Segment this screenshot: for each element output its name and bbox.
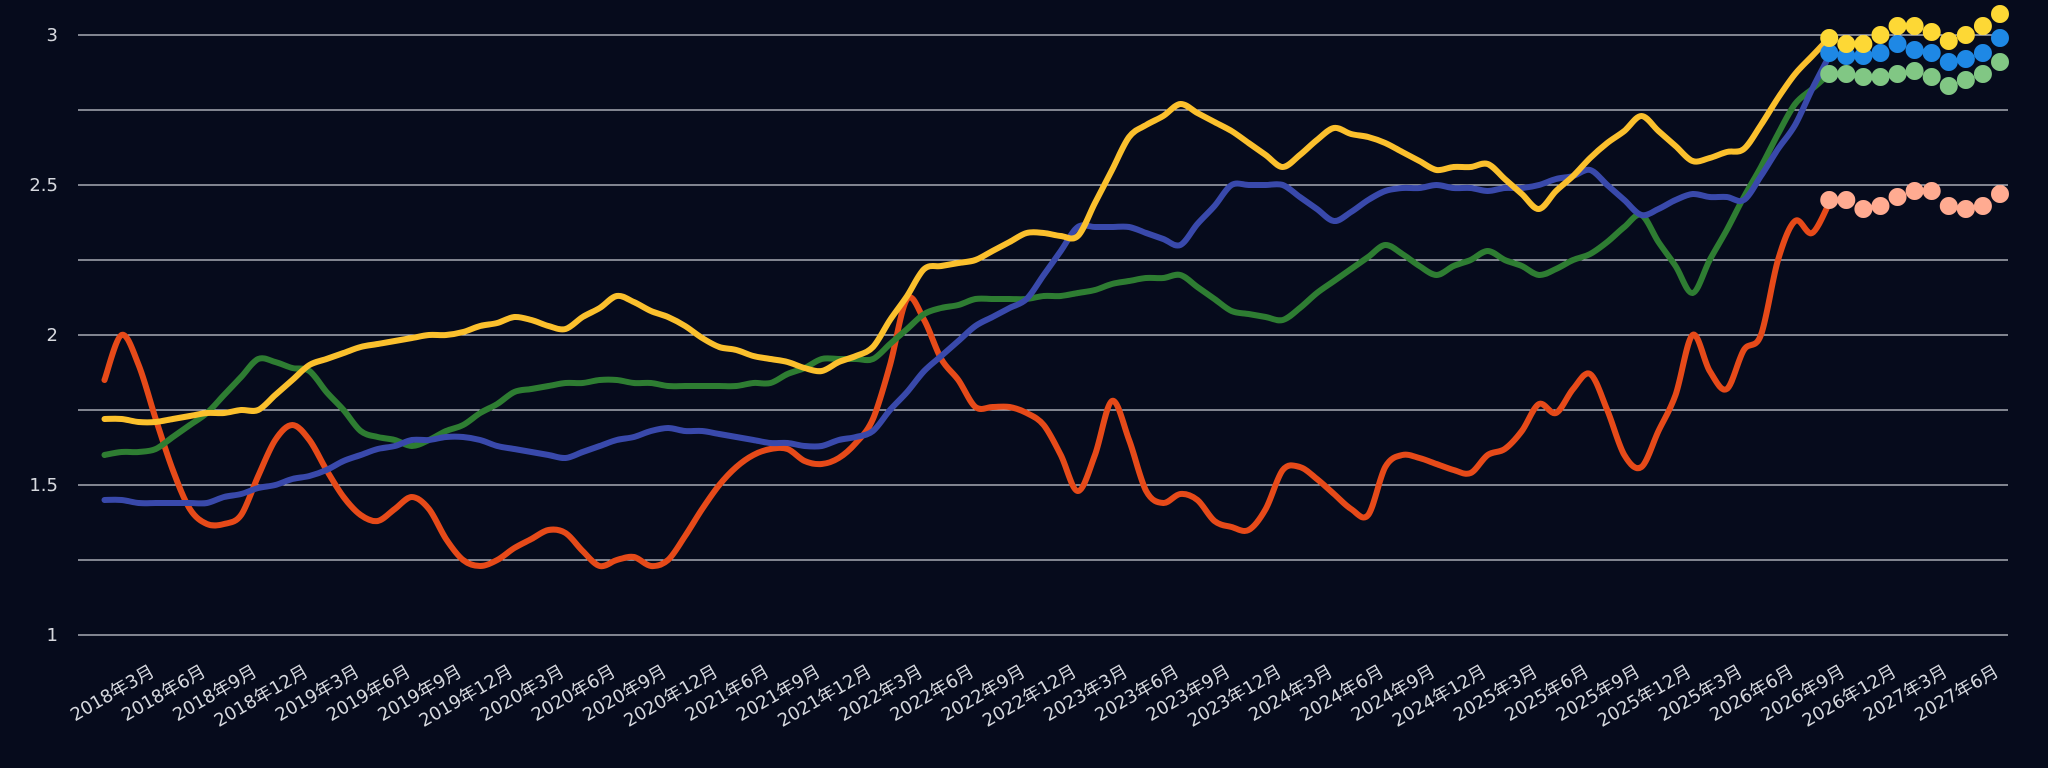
forecast-point bbox=[1991, 53, 2009, 71]
forecast-point bbox=[1871, 68, 1890, 86]
forecast-point bbox=[1888, 188, 1907, 206]
forecast-point bbox=[1956, 50, 1975, 68]
forecast-point bbox=[1973, 17, 1992, 35]
forecast-point bbox=[1922, 182, 1941, 200]
forecast-point bbox=[1939, 53, 1958, 71]
forecast-point bbox=[1837, 191, 1856, 209]
forecast-point bbox=[1905, 41, 1924, 59]
forecast-point bbox=[1871, 44, 1890, 62]
forecast-point bbox=[1820, 65, 1839, 83]
forecast-point bbox=[1871, 26, 1890, 44]
series-line bbox=[101, 53, 1833, 507]
forecast-point bbox=[1973, 65, 1992, 83]
forecast-point bbox=[1991, 5, 2009, 23]
forecast-point bbox=[1939, 77, 1958, 95]
forecast-point bbox=[1905, 182, 1924, 200]
forecast-point bbox=[1888, 65, 1907, 83]
forecast-point bbox=[1820, 191, 1839, 209]
forecast-point bbox=[1854, 35, 1873, 53]
forecast-point bbox=[1905, 62, 1924, 80]
forecast-point bbox=[1973, 44, 1992, 62]
forecast-point bbox=[1956, 26, 1975, 44]
forecast-point bbox=[1854, 200, 1873, 218]
forecast-point bbox=[1939, 32, 1958, 50]
y-tick-label: 2 bbox=[47, 325, 58, 346]
forecast-point bbox=[1888, 17, 1907, 35]
forecast-point bbox=[1922, 23, 1941, 41]
forecast-point bbox=[1991, 29, 2009, 47]
y-tick-label: 2.5 bbox=[29, 175, 58, 196]
forecast-point bbox=[1854, 68, 1873, 86]
forecast-point bbox=[1837, 65, 1856, 83]
series-line bbox=[101, 71, 1833, 458]
forecast-point bbox=[1973, 197, 1992, 215]
forecast-point bbox=[1922, 68, 1941, 86]
forecast-point bbox=[1939, 197, 1958, 215]
forecast-point bbox=[1905, 17, 1924, 35]
forecast-point bbox=[1888, 35, 1907, 53]
forecast-point bbox=[1991, 185, 2009, 203]
series-line bbox=[101, 200, 1833, 570]
y-tick-label: 1.5 bbox=[29, 475, 58, 496]
forecast-point bbox=[1871, 197, 1890, 215]
forecast-point bbox=[1820, 29, 1839, 47]
forecast-point bbox=[1956, 71, 1975, 89]
y-tick-label: 1 bbox=[47, 625, 58, 646]
forecast-point bbox=[1837, 35, 1856, 53]
y-tick-label: 3 bbox=[47, 25, 58, 46]
forecast-point bbox=[1922, 44, 1941, 62]
forecast-point bbox=[1956, 200, 1975, 218]
forecast-point bbox=[1820, 44, 1839, 62]
series-line bbox=[101, 35, 1833, 426]
